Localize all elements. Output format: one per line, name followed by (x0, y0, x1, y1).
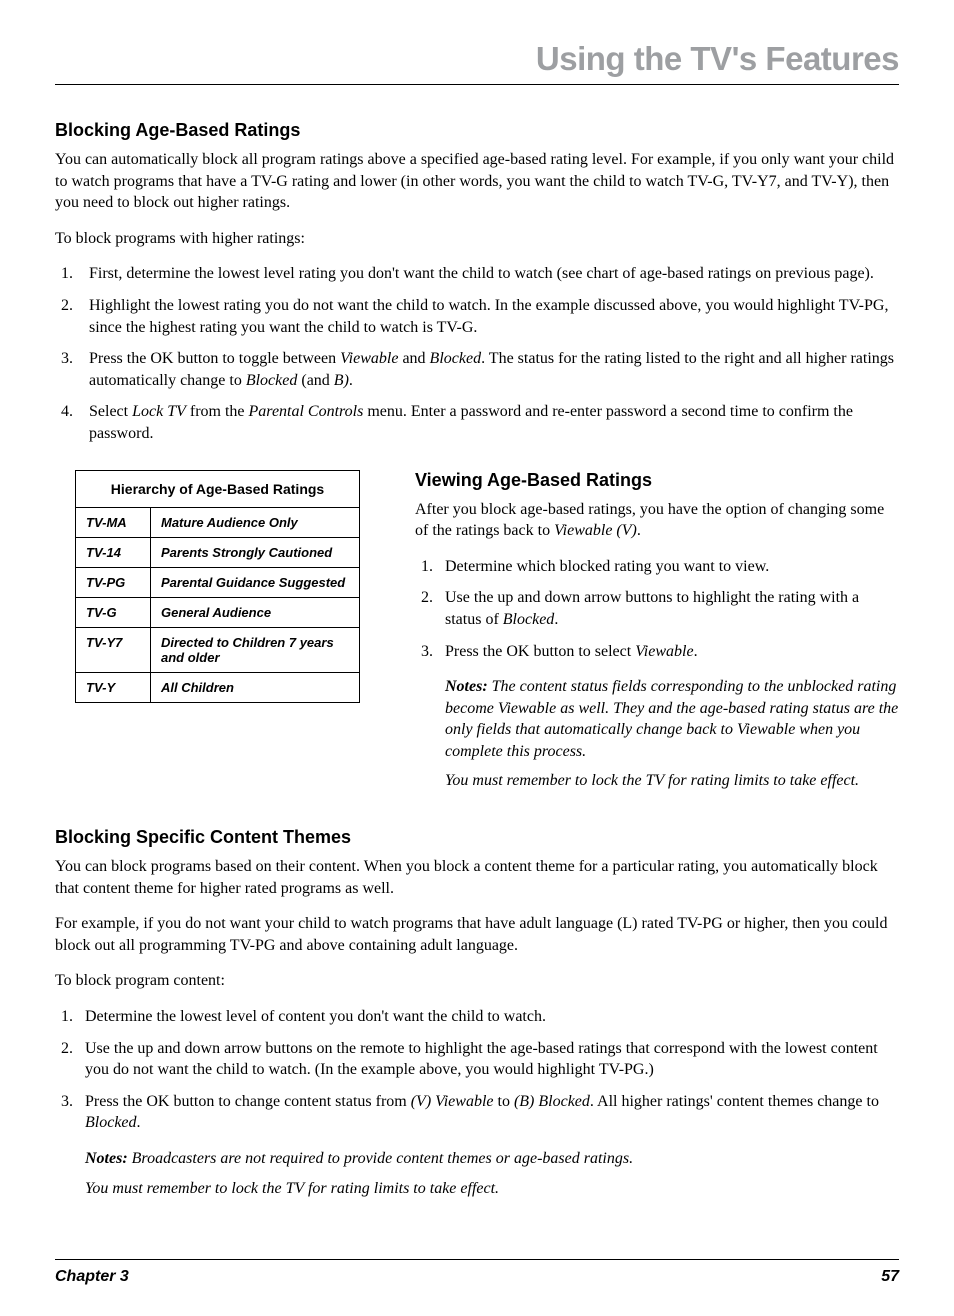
rating-desc: General Audience (151, 597, 360, 627)
rating-desc: Directed to Children 7 years and older (151, 627, 360, 672)
text-italic: Blocked (246, 372, 298, 389)
section1-lead: To block programs with higher ratings: (55, 228, 899, 250)
page-number: 57 (881, 1268, 899, 1286)
section1-steps: First, determine the lowest level rating… (55, 263, 899, 444)
table-row: TV-14Parents Strongly Cautioned (76, 537, 360, 567)
rating-code: TV-Y (76, 672, 151, 702)
list-item: First, determine the lowest level rating… (77, 263, 899, 285)
rating-code: TV-14 (76, 537, 151, 567)
table-row: TV-YAll Children (76, 672, 360, 702)
rating-code: TV-Y7 (76, 627, 151, 672)
text-italic: Parental Controls (249, 403, 364, 420)
section3-notes: Notes: Broadcasters are not required to … (85, 1148, 899, 1199)
text: Press the OK button to change content st… (85, 1093, 411, 1110)
list-item: Press the OK button to toggle between Vi… (77, 348, 899, 391)
text: After you block age-based ratings, you h… (415, 501, 884, 540)
rating-desc: Parents Strongly Cautioned (151, 537, 360, 567)
rating-code: TV-G (76, 597, 151, 627)
list-item: Use the up and down arrow buttons to hig… (437, 587, 899, 630)
rating-desc: Parental Guidance Suggested (151, 567, 360, 597)
text: . (694, 643, 698, 660)
page-header-title: Using the TV's Features (55, 40, 899, 85)
rating-desc: Mature Audience Only (151, 507, 360, 537)
note-text: You must remember to lock the TV for rat… (445, 770, 899, 792)
table-title: Hierarchy of Age-Based Ratings (76, 470, 360, 507)
note-text: Broadcasters are not required to provide… (128, 1150, 633, 1167)
text-italic: Viewable (340, 350, 398, 367)
text: . (137, 1114, 141, 1131)
text: to (494, 1093, 514, 1110)
section-blocking-content-heading: Blocking Specific Content Themes (55, 827, 899, 848)
section3-lead: To block program content: (55, 970, 899, 992)
text: . All higher ratings' content themes cha… (590, 1093, 879, 1110)
section2-steps: Determine which blocked rating you want … (415, 556, 899, 662)
ratings-hierarchy-table: Hierarchy of Age-Based Ratings TV-MAMatu… (75, 470, 360, 703)
table-row: TV-GGeneral Audience (76, 597, 360, 627)
list-item: Press the OK button to change content st… (77, 1091, 899, 1134)
list-item: Determine which blocked rating you want … (437, 556, 899, 578)
list-item: Use the up and down arrow buttons on the… (77, 1038, 899, 1081)
note-text: You must remember to lock the TV for rat… (85, 1178, 899, 1200)
list-item: Select Lock TV from the Parental Control… (77, 401, 899, 444)
text: Press the OK button to toggle between (89, 350, 340, 367)
text-italic: Blocked (85, 1114, 137, 1131)
section1-intro: You can automatically block all program … (55, 149, 899, 214)
rating-code: TV-MA (76, 507, 151, 537)
text-italic: Viewable (635, 643, 693, 660)
text: Press the OK button to select (445, 643, 635, 660)
page-footer: Chapter 3 57 (55, 1259, 899, 1286)
text-italic: Viewable (V) (554, 522, 637, 539)
section-viewing-age-heading: Viewing Age-Based Ratings (415, 470, 899, 491)
table-row: TV-MAMature Audience Only (76, 507, 360, 537)
text-italic: (B) Blocked (514, 1093, 590, 1110)
text-italic: B) (334, 372, 349, 389)
table-row: TV-PGParental Guidance Suggested (76, 567, 360, 597)
list-item: Determine the lowest level of content yo… (77, 1006, 899, 1028)
notes-label: Notes: (85, 1150, 128, 1167)
text: Select (89, 403, 132, 420)
section2-intro: After you block age-based ratings, you h… (415, 499, 899, 542)
text-italic: Lock TV (132, 403, 186, 420)
text-italic: Blocked (430, 350, 482, 367)
list-item: Highlight the lowest rating you do not w… (77, 295, 899, 338)
section3-p1: You can block programs based on their co… (55, 856, 899, 899)
chapter-label: Chapter 3 (55, 1268, 129, 1286)
text: and (398, 350, 429, 367)
list-item: Press the OK button to select Viewable. (437, 641, 899, 663)
note-text: The content status fields corresponding … (445, 678, 898, 760)
section3-p2: For example, if you do not want your chi… (55, 913, 899, 956)
section2-notes: Notes: The content status fields corresp… (445, 676, 899, 792)
text: from the (186, 403, 249, 420)
rating-desc: All Children (151, 672, 360, 702)
text: (and (297, 372, 333, 389)
text: . (637, 522, 641, 539)
notes-label: Notes: (445, 678, 488, 695)
table-row: TV-Y7Directed to Children 7 years and ol… (76, 627, 360, 672)
text-italic: Blocked (503, 611, 555, 628)
text: . (349, 372, 353, 389)
text: . (554, 611, 558, 628)
rating-code: TV-PG (76, 567, 151, 597)
text-italic: (V) Viewable (411, 1093, 494, 1110)
section3-steps: Determine the lowest level of content yo… (55, 1006, 899, 1134)
section-blocking-age-heading: Blocking Age-Based Ratings (55, 120, 899, 141)
